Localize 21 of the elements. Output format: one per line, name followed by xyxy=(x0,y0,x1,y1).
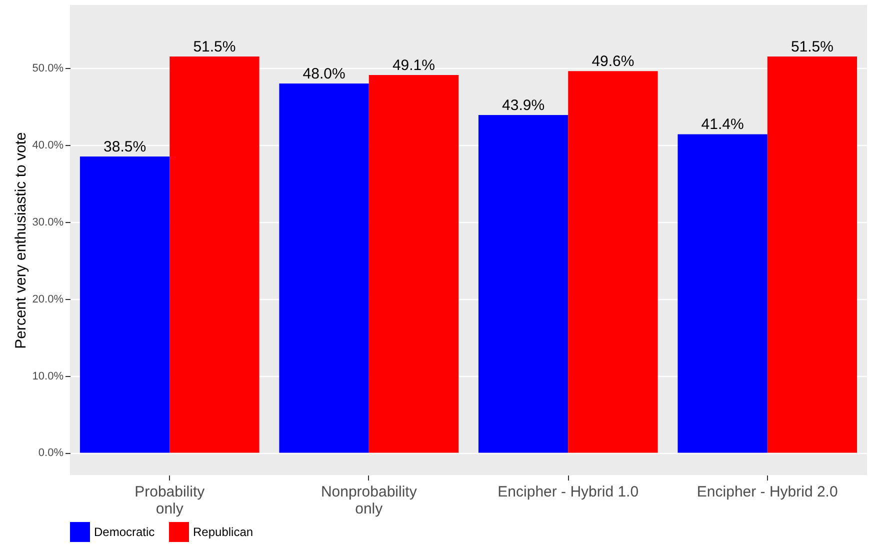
x-tick-label: Encipher - Hybrid 1.0 xyxy=(498,484,639,500)
y-tick-label: 10.0% xyxy=(32,370,64,382)
data-label: 51.5% xyxy=(193,38,236,56)
y-tick-label: 40.0% xyxy=(32,140,64,152)
y-axis-title: Percent very enthusiastic to vote xyxy=(12,132,30,349)
data-label: 49.6% xyxy=(592,53,634,70)
y-tick-label: 30.0% xyxy=(32,216,64,228)
y-tick-label: 20.0% xyxy=(32,293,64,306)
x-tick-label: Nonprobability only xyxy=(320,484,418,518)
data-label: 43.9% xyxy=(502,97,545,114)
data-label: 49.1% xyxy=(392,57,435,74)
data-label: 41.4% xyxy=(701,116,744,134)
legend-label: Republican xyxy=(193,525,254,539)
y-tick-label: 50.0% xyxy=(32,62,64,75)
data-label: 48.0% xyxy=(302,65,346,82)
x-tick-label: Probability only xyxy=(134,484,206,518)
data-label: 51.5% xyxy=(790,38,834,56)
data-label: 38.5% xyxy=(104,138,146,156)
x-tick-label: Encipher - Hybrid 2.0 xyxy=(696,484,838,500)
legend-label: Democratic xyxy=(94,525,155,539)
y-tick-label: 0.0% xyxy=(38,447,64,460)
